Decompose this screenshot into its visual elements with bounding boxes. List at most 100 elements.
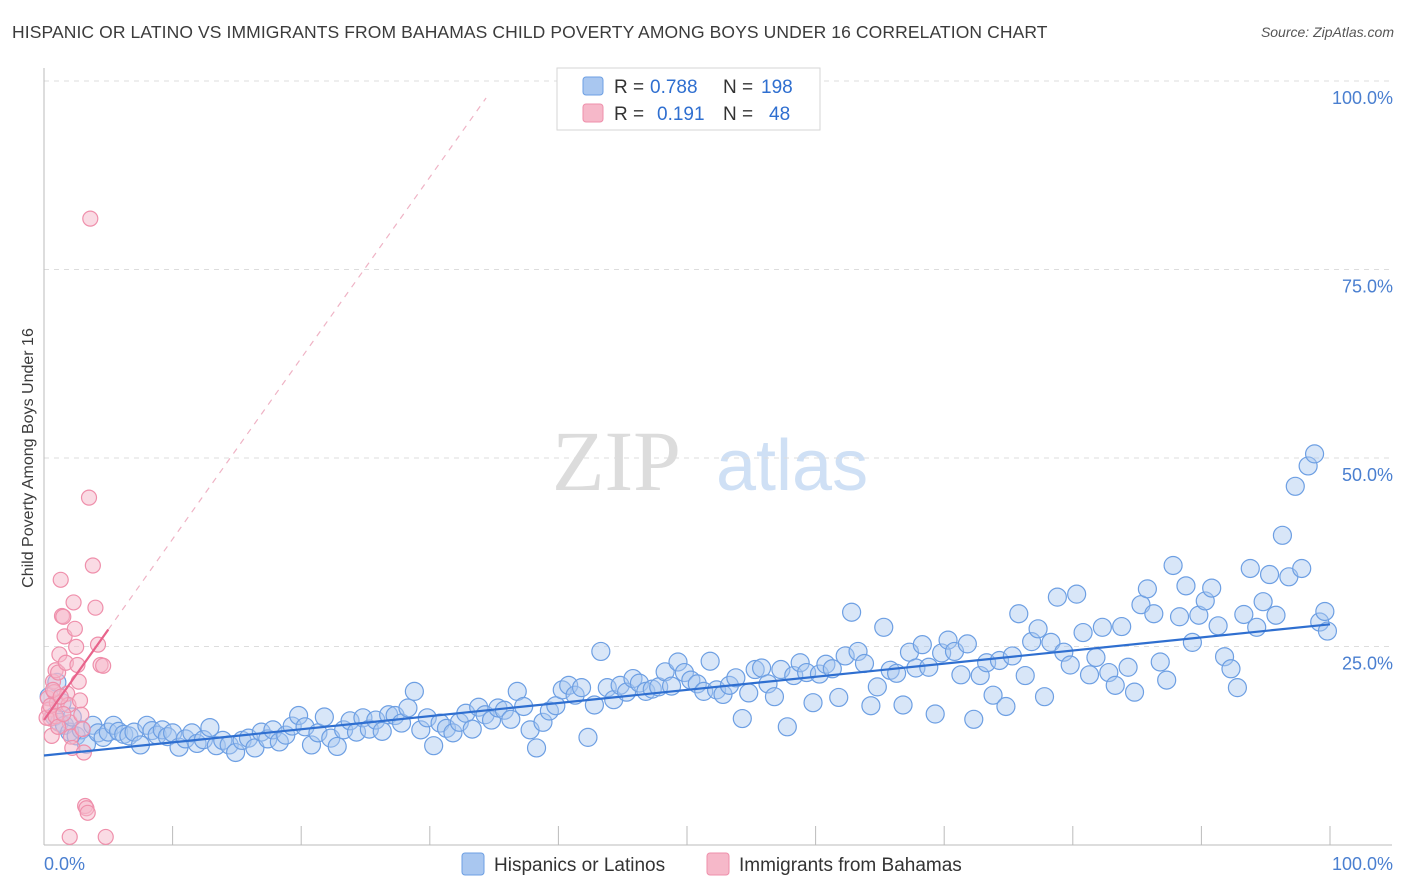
series-bahamas-points xyxy=(38,210,114,846)
trend-line-hispanics xyxy=(43,623,1331,757)
data-point-hispanics xyxy=(1015,665,1035,686)
data-point-bahamas xyxy=(66,620,83,637)
data-point-bahamas xyxy=(95,657,112,674)
data-point-hispanics xyxy=(539,701,559,721)
data-point-hispanics xyxy=(1105,675,1125,695)
tick-labels: 25.0% 50.0% 75.0% 100.0% 0.0% 100.0% xyxy=(44,88,1393,874)
data-point-hispanics xyxy=(424,736,444,756)
data-point-hispanics xyxy=(700,651,720,671)
data-point-hispanics xyxy=(1304,444,1325,464)
data-point-hispanics xyxy=(874,617,894,637)
legend-swatch-bahamas xyxy=(706,852,730,876)
data-point-hispanics xyxy=(137,715,157,735)
data-point-hispanics xyxy=(1259,564,1280,585)
data-point-hispanics xyxy=(200,717,220,738)
trend-extension-bahamas xyxy=(107,97,487,630)
data-point-hispanics xyxy=(1266,605,1286,625)
data-point-hispanics xyxy=(835,646,855,666)
data-point-hispanics xyxy=(1150,652,1170,672)
data-point-hispanics xyxy=(1189,605,1209,625)
data-point-hispanics xyxy=(1118,657,1138,677)
data-point-hispanics xyxy=(411,720,431,740)
stats-r-value: 0.788 xyxy=(650,77,698,98)
stats-r-label: R = xyxy=(614,104,644,125)
data-point-hispanics xyxy=(848,641,868,662)
chart-title: HISPANIC OR LATINO VS IMMIGRANTS FROM BA… xyxy=(12,22,1048,42)
data-point-hispanics xyxy=(777,717,797,737)
watermark-zip: ZIP xyxy=(552,413,681,509)
data-point-hispanics xyxy=(263,720,283,740)
data-point-hispanics xyxy=(1112,616,1132,637)
data-point-hispanics xyxy=(803,693,823,713)
data-point-hispanics xyxy=(1182,632,1202,652)
data-point-hispanics xyxy=(829,687,849,708)
data-point-hispanics xyxy=(919,657,939,677)
series-hispanics-points xyxy=(39,444,1338,763)
data-point-hispanics xyxy=(938,630,958,650)
trend-line-extension xyxy=(107,97,487,630)
data-point-hispanics xyxy=(1047,587,1067,607)
data-point-hispanics xyxy=(983,685,1003,705)
data-point-hispanics xyxy=(1034,687,1055,707)
data-point-hispanics xyxy=(1028,619,1048,639)
data-point-hispanics xyxy=(578,727,598,747)
data-point-bahamas xyxy=(82,210,99,227)
data-point-hispanics xyxy=(289,705,309,726)
data-point-hispanics xyxy=(526,738,547,758)
data-point-hispanics xyxy=(1221,659,1241,679)
data-point-hispanics xyxy=(1317,621,1338,641)
data-point-hispanics xyxy=(1169,607,1190,627)
trend-lines xyxy=(43,623,1331,757)
trend-line-bahamas xyxy=(43,628,110,721)
stats-n-value: 198 xyxy=(761,77,793,98)
data-point-hispanics xyxy=(764,687,785,707)
stats-swatch-blue xyxy=(582,76,604,96)
data-point-hispanics xyxy=(1234,604,1254,625)
legend-label-hispanics: Hispanics or Latinos xyxy=(494,855,665,876)
data-point-hispanics xyxy=(1163,555,1183,576)
axes xyxy=(43,68,1392,846)
data-point-hispanics xyxy=(893,695,913,715)
data-point-hispanics xyxy=(842,602,862,622)
data-point-hispanics xyxy=(861,696,881,716)
data-point-hispanics xyxy=(1247,617,1267,637)
data-point-hispanics xyxy=(951,665,971,685)
data-point-hispanics xyxy=(668,652,688,672)
data-point-hispanics xyxy=(327,736,347,757)
gridlines xyxy=(44,80,1392,647)
data-point-hispanics xyxy=(655,662,675,682)
data-point-bahamas xyxy=(61,828,78,846)
data-point-hispanics xyxy=(726,668,746,688)
data-point-hispanics xyxy=(314,707,334,727)
data-point-hispanics xyxy=(108,721,129,741)
data-point-hispanics xyxy=(1092,617,1112,637)
data-point-hispanics xyxy=(957,634,977,654)
stats-legend: R = 0.788 N = 198 R = 0.191 N = 48 xyxy=(556,67,821,131)
data-point-bahamas xyxy=(55,705,72,723)
data-point-hispanics xyxy=(912,635,932,655)
data-point-hispanics xyxy=(1086,647,1106,668)
data-point-hispanics xyxy=(1202,578,1222,598)
legend-label-bahamas: Immigrants from Bahamas xyxy=(739,855,962,876)
data-point-hispanics xyxy=(258,729,278,749)
data-point-bahamas xyxy=(87,599,104,616)
data-point-hispanics xyxy=(1144,604,1164,624)
x-tick-label: 0.0% xyxy=(44,854,85,874)
stats-n-label: N = xyxy=(723,104,753,125)
data-point-hispanics xyxy=(571,678,592,698)
data-point-hispanics xyxy=(462,719,482,739)
bottom-legend: Hispanics or Latinos Immigrants from Bah… xyxy=(461,852,962,876)
stats-r-value: 0.191 xyxy=(657,104,705,125)
data-point-hispanics xyxy=(964,709,984,729)
data-point-bahamas xyxy=(74,720,91,738)
data-point-hispanics xyxy=(1285,476,1305,496)
data-point-hispanics xyxy=(1272,525,1293,545)
data-point-hispanics xyxy=(1060,655,1080,675)
data-point-bahamas xyxy=(97,828,114,846)
data-point-bahamas xyxy=(70,673,87,690)
data-point-hispanics xyxy=(301,735,322,755)
data-point-bahamas xyxy=(71,692,89,709)
data-point-hispanics xyxy=(533,712,553,732)
data-point-hispanics xyxy=(1214,647,1235,667)
